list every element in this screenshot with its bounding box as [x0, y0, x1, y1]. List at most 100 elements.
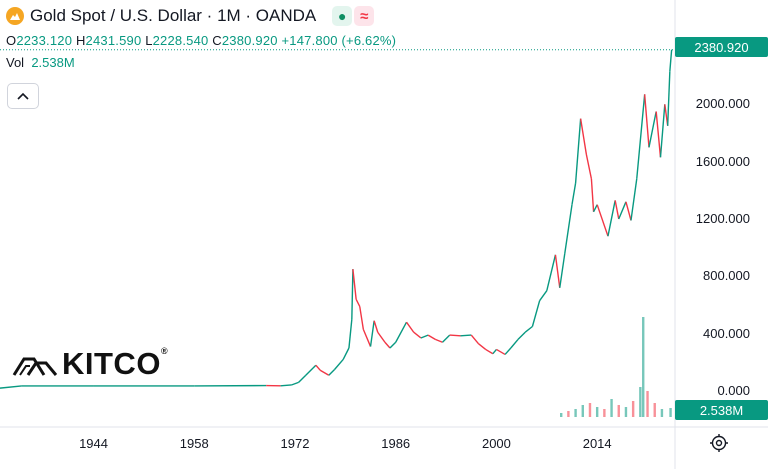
price-segment	[355, 298, 361, 307]
price-segment	[328, 369, 336, 376]
registered-mark: ®	[160, 346, 169, 356]
price-segment	[585, 154, 593, 180]
price-segment	[559, 253, 566, 288]
price-segment	[449, 334, 461, 337]
price-segment	[478, 343, 487, 350]
price-tick-label: 0.000	[717, 383, 750, 398]
volume-label: Vol	[6, 55, 25, 70]
kitco-mark-icon	[12, 357, 58, 376]
time-tick-label: 2014	[582, 436, 612, 451]
price-segment	[389, 341, 397, 349]
volume-bar	[595, 407, 599, 417]
price-segment	[607, 200, 616, 237]
volume-bar	[646, 391, 649, 417]
low-value: 2228.540	[152, 33, 209, 48]
price-segment	[427, 334, 436, 341]
volume-bar	[574, 409, 577, 417]
price-segment	[643, 94, 650, 148]
gear-icon[interactable]	[708, 432, 730, 454]
open-label: O	[6, 33, 17, 48]
volume-bar	[610, 399, 613, 417]
price-segment	[298, 374, 307, 383]
price-segment	[0, 385, 22, 389]
kitco-logo: KITCO®	[12, 346, 168, 382]
change-value: +147.800 (+6.62%)	[281, 33, 397, 48]
price-segment	[305, 364, 317, 376]
collapse-legend-button[interactable]	[7, 83, 39, 109]
chart-header: Gold Spot / U.S. Dollar · 1M · OANDA ● ≈	[6, 6, 375, 26]
volume-legend: Vol 2.538M	[6, 55, 75, 70]
ohlc-legend: O2233.120 H2431.590 L2228.540 C2380.920 …	[6, 33, 396, 48]
volume-bar	[669, 408, 672, 417]
price-segment	[315, 364, 321, 371]
price-segment	[342, 347, 350, 360]
price-segment	[352, 269, 357, 300]
price-tick-label: 1600.000	[695, 153, 750, 169]
price-segment	[554, 254, 561, 288]
volume-bar	[624, 407, 628, 417]
price-tick-label: 1200.000	[695, 211, 750, 226]
volume-bar	[603, 409, 606, 417]
close-label: C	[212, 33, 222, 48]
dot-icon[interactable]: ●	[332, 6, 353, 26]
price-tick-label: 2000.000	[695, 96, 750, 112]
low-label: L	[145, 33, 153, 48]
price-segment	[546, 254, 557, 291]
price-segment	[517, 331, 526, 340]
price-segment	[669, 49, 673, 72]
price-segment	[280, 384, 292, 387]
price-segment	[496, 348, 506, 356]
price-segment	[384, 341, 391, 349]
time-tick-label: 1986	[381, 436, 411, 451]
volume-bar	[660, 409, 664, 417]
price-segment	[504, 347, 512, 355]
wave-icon[interactable]: ≈	[354, 6, 375, 26]
time-tick-label: 1944	[79, 436, 108, 451]
volume-bar	[639, 387, 642, 417]
price-segment	[369, 320, 375, 347]
price-segment	[485, 348, 494, 355]
price-segment	[351, 269, 354, 320]
price-segment	[460, 334, 472, 337]
price-segment	[395, 321, 408, 343]
price-segment	[666, 71, 671, 126]
last-volume-tag: 2.538M	[675, 400, 768, 420]
price-segment	[362, 329, 372, 347]
volume-bar	[588, 403, 592, 417]
time-tick-label: 1958	[179, 436, 209, 451]
price-segment	[435, 338, 443, 343]
price-segment	[413, 331, 422, 339]
volume-bar	[642, 317, 645, 417]
price-segment	[630, 178, 638, 221]
price-segment	[441, 334, 451, 343]
volume-bar	[631, 401, 635, 417]
price-segment	[510, 338, 519, 349]
price-segment	[539, 290, 548, 302]
high-label: H	[75, 33, 86, 48]
price-segment	[405, 321, 415, 333]
volume-bar	[567, 411, 570, 417]
symbol-title[interactable]: Gold Spot / U.S. Dollar · 1M · OANDA	[30, 6, 317, 25]
logo-text: KITCO	[62, 346, 161, 381]
price-segment	[655, 111, 662, 158]
gold-symbol-icon[interactable]	[6, 7, 24, 25]
volume-bar	[617, 405, 620, 417]
price-segment	[592, 204, 598, 213]
price-tick-label: 800.000	[703, 268, 750, 284]
high-value: 2431.590	[85, 33, 142, 48]
price-segment	[636, 94, 646, 179]
chevron-up-icon	[17, 92, 29, 100]
time-tick-label: 1972	[280, 436, 310, 451]
price-segment	[596, 204, 609, 237]
price-segment	[659, 104, 666, 158]
volume-bar	[653, 403, 656, 417]
price-segment	[319, 369, 330, 376]
price-segment	[377, 331, 386, 343]
price-segment	[373, 320, 379, 333]
volume-bar	[559, 413, 563, 417]
price-segment	[420, 334, 429, 339]
price-segment	[574, 118, 582, 184]
price-segment	[614, 200, 620, 220]
time-tick-label: 2000	[481, 436, 511, 451]
